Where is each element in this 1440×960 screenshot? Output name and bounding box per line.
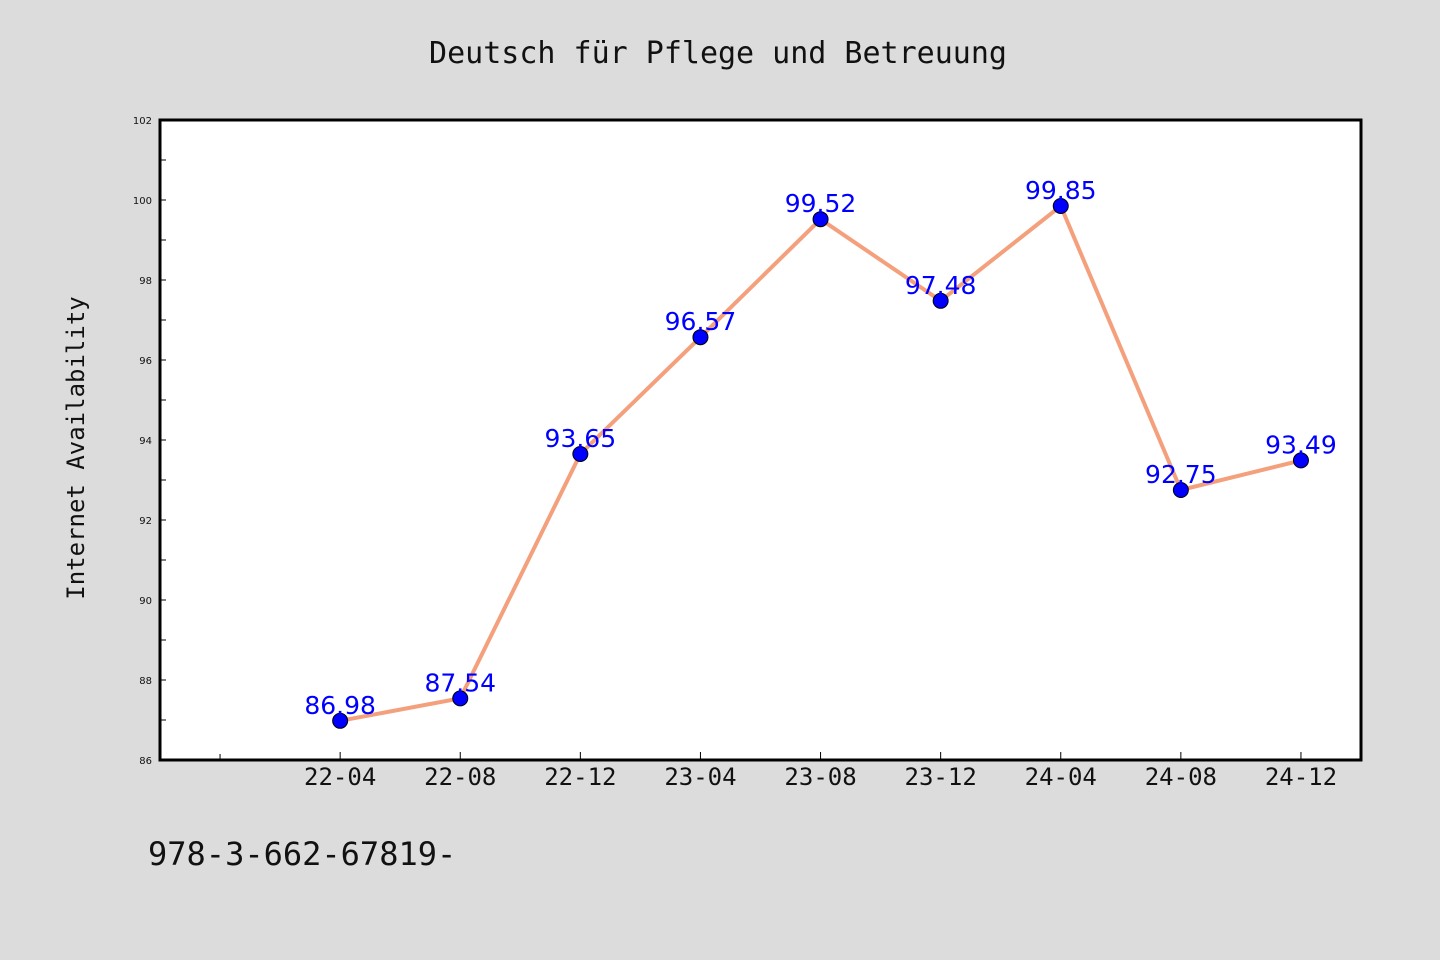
x-tick-label: 23-12 xyxy=(905,763,977,791)
data-point xyxy=(332,712,349,729)
data-labels: 86.98 87.54 93.65 96.57 99.52 97.48 99.85 92.75… xyxy=(304,176,1336,720)
data-point xyxy=(812,211,829,228)
x-tick-label: 24-04 xyxy=(1025,763,1097,791)
x-tick-label: 23-04 xyxy=(664,763,736,791)
x-tick-label: 23-08 xyxy=(784,763,856,791)
plot-area xyxy=(158,118,1363,762)
data-label: 93.65 xyxy=(545,424,617,453)
data-label: 97.48 xyxy=(905,271,977,300)
x-axis-ticks: 22-04 22-08 22-12 23-04 23-08 23-12 24-04 24-08… xyxy=(219,752,1337,791)
y-tick-label: 94 xyxy=(139,436,152,447)
data-point xyxy=(1052,198,1069,214)
data-point xyxy=(1172,482,1189,498)
y-tick-label: 100 xyxy=(133,196,152,207)
x-tick-label: 24-12 xyxy=(1265,763,1337,791)
y-tick-label: 86 xyxy=(139,756,152,767)
y-tick-label: 102 xyxy=(133,116,152,127)
data-point xyxy=(452,690,469,707)
data-label: 99.85 xyxy=(1025,176,1097,205)
x-tick-label: 24-08 xyxy=(1145,763,1217,791)
y-tick-label: 98 xyxy=(139,276,152,287)
y-axis-title: Internet Availability xyxy=(62,296,90,599)
data-label: 96.57 xyxy=(665,307,737,336)
y-tick-label: 90 xyxy=(139,596,152,607)
data-point xyxy=(932,292,949,309)
x-tick-label: 22-04 xyxy=(304,763,376,791)
data-points xyxy=(332,198,1309,729)
chart-title: Deutsch für Pflege und Betreuung xyxy=(429,36,1007,71)
data-point xyxy=(692,329,709,346)
y-tick-label: 96 xyxy=(139,356,152,367)
data-point xyxy=(572,446,589,462)
x-tick-label: 22-12 xyxy=(544,763,616,791)
data-label: 87.54 xyxy=(424,668,496,697)
data-label: 99.52 xyxy=(785,189,857,218)
data-label: 92.75 xyxy=(1145,460,1217,489)
y-tick-label: 92 xyxy=(139,516,152,527)
data-label: 93.49 xyxy=(1265,430,1337,459)
x-tick-label: 22-08 xyxy=(424,763,496,791)
data-label: 86.98 xyxy=(304,691,376,720)
y-tick-label: 88 xyxy=(139,676,152,687)
data-point xyxy=(1292,452,1309,469)
footer-text: 978-3-662-67819- xyxy=(148,835,456,873)
y-axis-ticks: 86 88 90 92 94 96 98 100 102 xyxy=(133,116,166,767)
